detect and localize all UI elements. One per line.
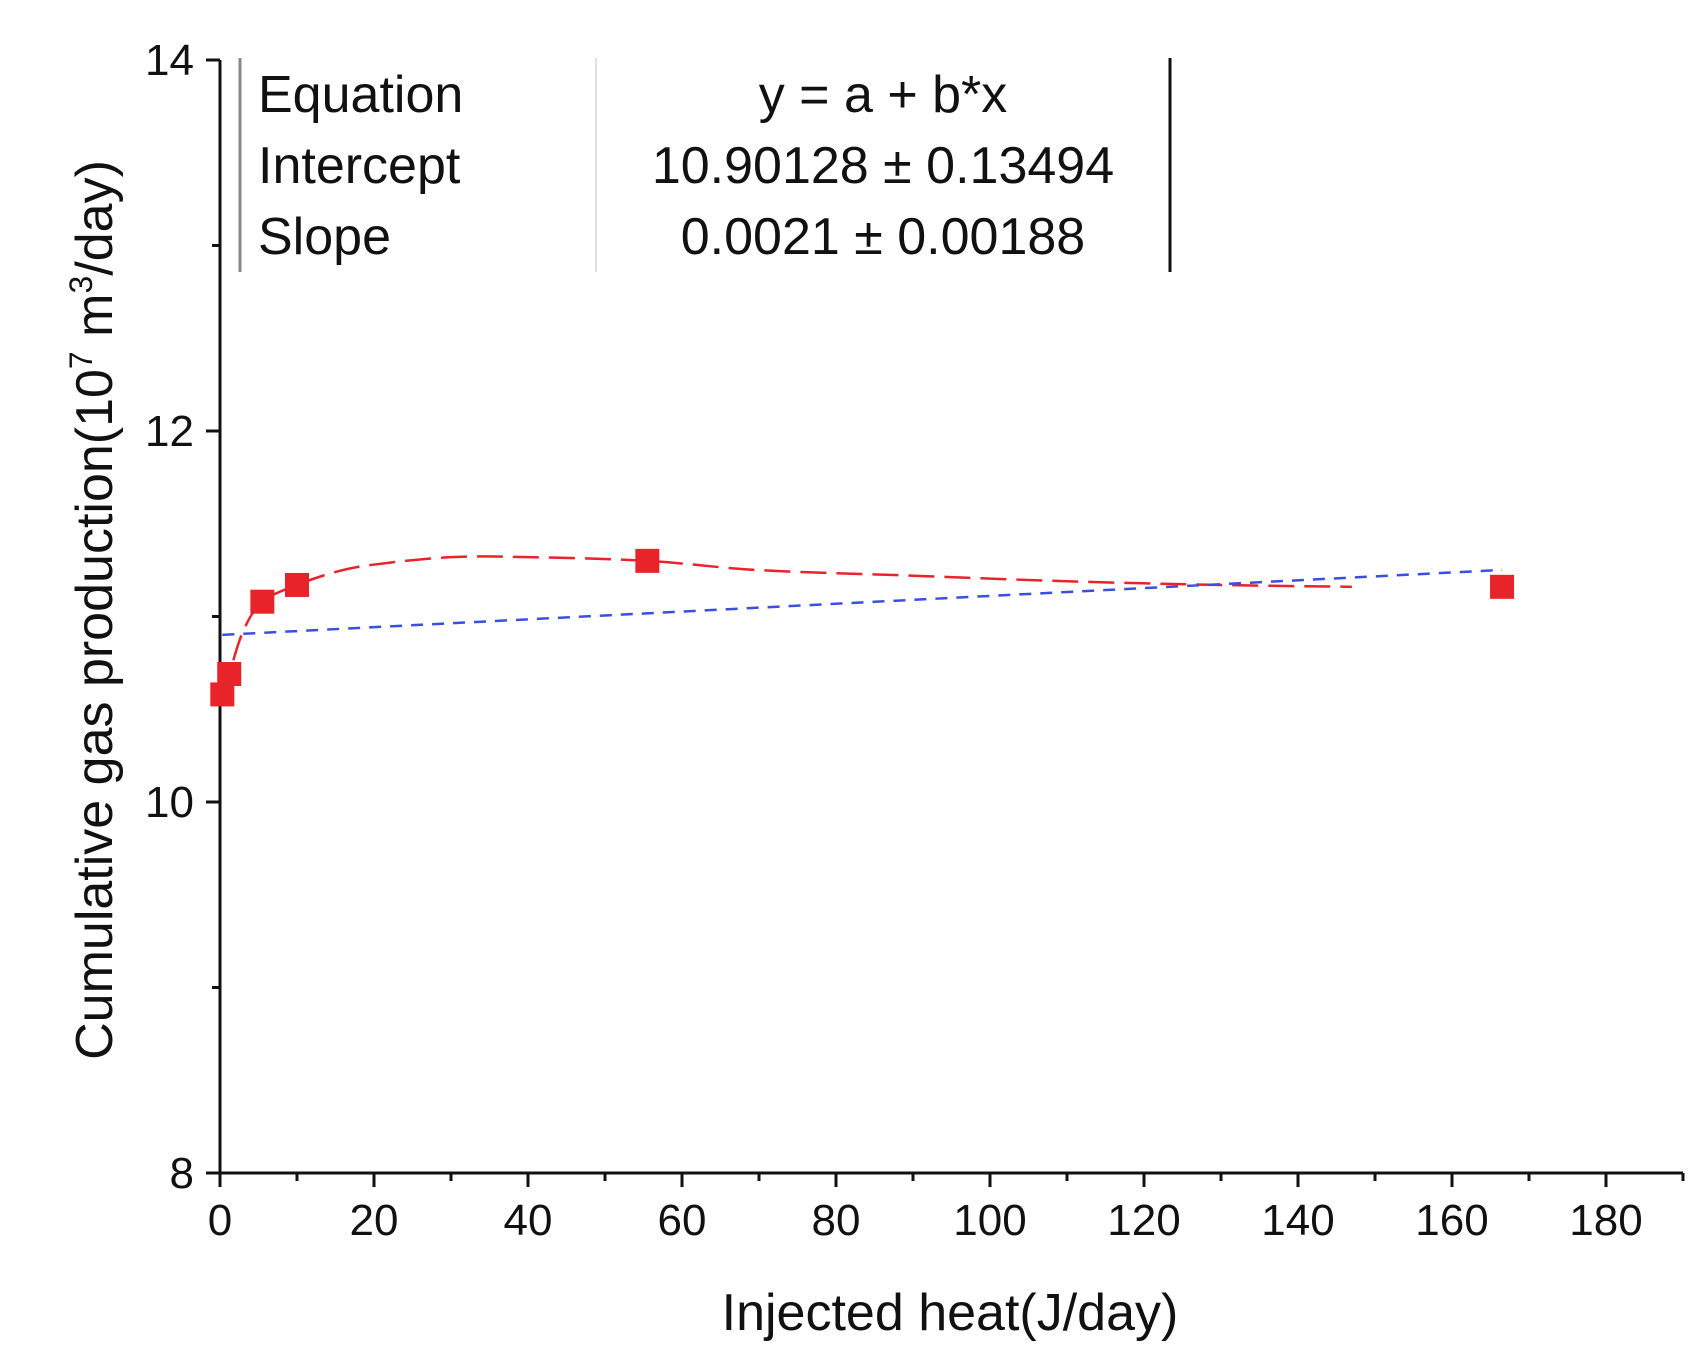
x-axis-label: Injected heat(J/day) <box>722 1284 1179 1342</box>
y-tick-label-10: 10 <box>145 778 194 827</box>
x-tick-label-60: 60 <box>658 1196 707 1245</box>
y-axis-label: Cumulative gas production(107 m3/day) <box>63 160 124 1060</box>
x-tick-label-120: 120 <box>1107 1196 1180 1245</box>
plot-layer: 0 20 40 60 80 100 120 140 160 180 8 10 12 14 <box>145 36 1685 1245</box>
data-point-5 <box>1490 574 1515 599</box>
stats-label-slope: Slope <box>258 208 391 266</box>
x-tick-label-40: 40 <box>504 1196 553 1245</box>
x-tick-label-140: 140 <box>1261 1196 1334 1245</box>
stats-label-equation: Equation <box>258 66 463 124</box>
stats-box: Equation y = a + b*x Intercept 10.90128 … <box>238 58 1172 272</box>
x-tick-label-180: 180 <box>1569 1196 1642 1245</box>
x-tick-label-100: 100 <box>953 1196 1026 1245</box>
y-tick-label-14: 14 <box>145 36 194 85</box>
fit-curve-smooth-fit <box>221 555 1352 695</box>
x-tick-label-0: 0 <box>208 1196 232 1245</box>
x-tick-label-20: 20 <box>350 1196 399 1245</box>
data-point-3 <box>285 572 309 597</box>
stats-label-intercept: Intercept <box>258 137 461 195</box>
x-tick-label-80: 80 <box>812 1196 861 1245</box>
y-axis-label-unit-m: m <box>66 294 124 352</box>
stats-value-equation: y = a + b*x <box>759 66 1008 124</box>
stats-value-intercept: 10.90128 ± 0.13494 <box>652 137 1114 195</box>
y-axis-label-end: /day) <box>66 160 124 276</box>
y-axis-label-exp-7: 7 <box>63 351 99 369</box>
fit-line-linear-fit <box>222 568 1503 637</box>
x-tick-label-160: 160 <box>1415 1196 1488 1245</box>
y-axis-label-main: Cumulative gas production(10 <box>66 369 124 1060</box>
stats-value-slope: 0.0021 ± 0.00188 <box>681 208 1085 266</box>
y-tick-label-8: 8 <box>170 1149 194 1198</box>
y-tick-label-12: 12 <box>145 407 194 456</box>
y-axis-label-exp-3: 3 <box>63 276 99 294</box>
